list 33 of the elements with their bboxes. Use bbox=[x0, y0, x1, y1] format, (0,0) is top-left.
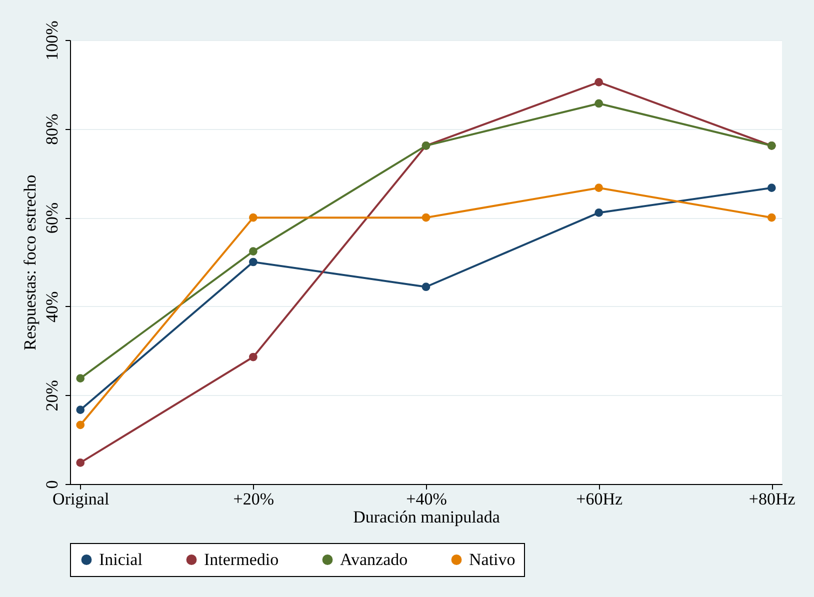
x-tick-label: +80Hz bbox=[748, 490, 796, 508]
legend-label: Avanzado bbox=[340, 550, 408, 569]
point bbox=[594, 208, 603, 217]
point bbox=[594, 78, 603, 86]
legend-label: Inicial bbox=[99, 550, 143, 569]
point bbox=[249, 352, 258, 362]
point bbox=[76, 458, 85, 467]
point bbox=[76, 420, 85, 430]
point bbox=[76, 406, 85, 414]
x-tick-label: Original bbox=[52, 490, 110, 508]
point bbox=[422, 213, 430, 222]
y-tick-label: 100% bbox=[42, 20, 62, 60]
y-tick-label: 0 bbox=[42, 480, 62, 489]
point bbox=[422, 282, 430, 292]
x-tick-label: +40% bbox=[406, 490, 447, 508]
y-tick-label: 80% bbox=[42, 114, 62, 145]
point bbox=[767, 213, 776, 222]
x-tick-label: +60Hz bbox=[576, 490, 623, 508]
y-tick-label: 20% bbox=[42, 380, 62, 412]
point bbox=[249, 258, 258, 266]
point bbox=[594, 184, 603, 192]
point bbox=[249, 213, 258, 222]
y-axis-title: Respuestas: foco estrecho bbox=[20, 174, 40, 350]
legend-label: Intermedio bbox=[204, 550, 279, 569]
legend-label: Nativo bbox=[469, 550, 516, 569]
y-tick-label: 40% bbox=[42, 291, 62, 322]
point bbox=[594, 99, 603, 108]
x-axis-title: Duración manipulada bbox=[353, 508, 500, 526]
point bbox=[767, 184, 776, 192]
y-tick-label: 60% bbox=[42, 202, 62, 234]
point bbox=[76, 374, 85, 383]
point bbox=[249, 247, 258, 256]
x-tick-label: +20% bbox=[233, 490, 274, 508]
